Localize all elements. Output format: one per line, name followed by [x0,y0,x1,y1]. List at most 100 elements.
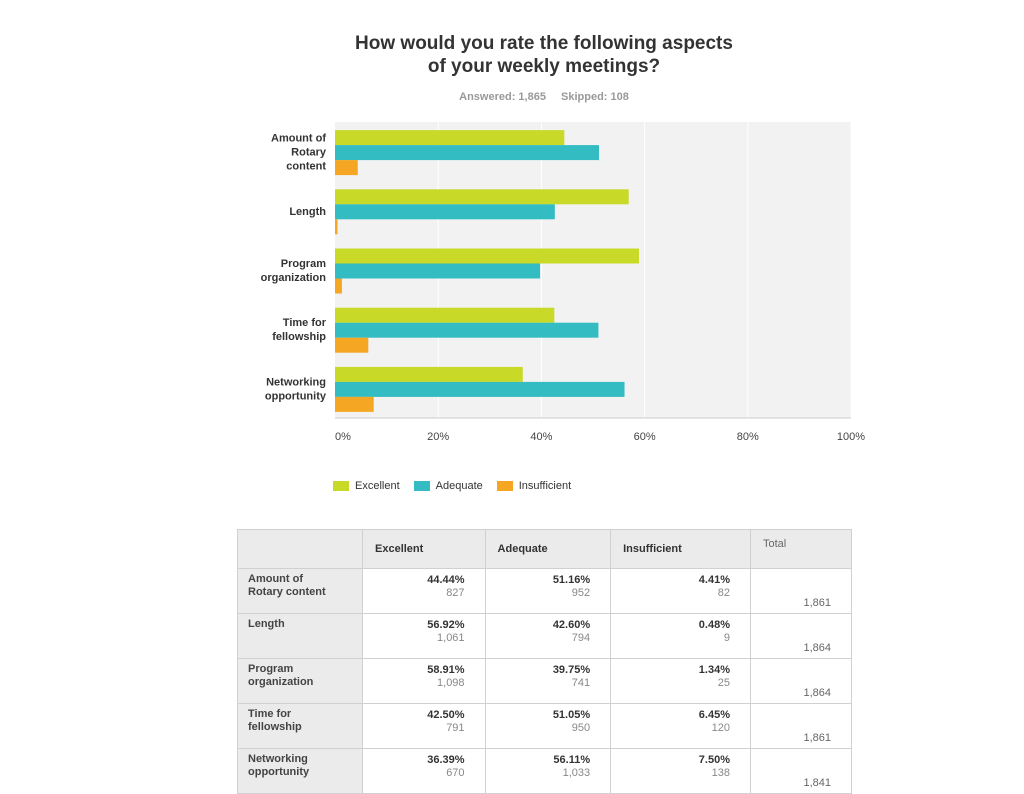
results-table: Excellent Adequate Insufficient Total Am… [237,529,852,794]
cell-count: 670 [446,767,465,779]
category-label: Networking [266,376,326,388]
bar-adequate [335,204,555,220]
table-header-blank [237,529,363,569]
table-cell: 0.48% 9 [610,613,751,659]
chart-title-line-2: of your weekly meetings? [427,56,661,77]
bar-excellent [335,130,565,146]
table-row: Length 56.92% 1,061 42.60% 794 0.48% 9 1,864 [237,613,852,659]
bar-excellent [335,248,639,264]
cell-percent: 42.50% [427,709,465,721]
category-label: Length [289,206,326,218]
table-row-label-line: Amount of [248,573,303,585]
legend-label-excellent: Excellent [355,480,400,492]
cell-percent: 58.91% [427,664,465,676]
table-cell: 51.05% 950 [484,703,612,749]
cell-count: 791 [446,722,465,734]
table-cell: 51.16% 952 [484,568,612,614]
table-cell: 6.45% 120 [610,703,751,749]
table-row-label: Time for fellowship [237,703,363,749]
table-cell-total: 1,864 [750,613,852,659]
chart-legend: Excellent Adequate Insufficient [333,480,571,492]
cell-count: 952 [571,587,591,599]
bar-insufficient [335,337,369,353]
table-header-total: Total [750,529,852,569]
cell-percent: 51.05% [552,709,591,721]
table-row: Program organization 58.91% 1,098 39.75% 741 1… [237,658,852,704]
total-value: 1,864 [803,642,831,654]
cell-count: 1,098 [437,677,465,689]
table-row: Networking opportunity 36.39% 670 56.11% 1,03… [237,748,852,794]
table-row-label: Length [237,613,363,659]
x-tick-label: 100% [837,431,865,443]
total-value: 1,841 [803,777,831,789]
response-summary: Answered: 1,865 Skipped: 108 [0,91,1024,103]
table-cell: 42.60% 794 [484,613,612,659]
category-label: Time for [283,317,327,329]
legend-label-insufficient: Insufficient [518,480,572,492]
table-row-label-line: Length [248,618,285,630]
cell-count: 25 [717,677,730,689]
category-label: Program [281,258,326,270]
table-row-label-line: Networking [248,753,308,765]
legend-label-adequate: Adequate [435,480,483,492]
chart-title-line-1: How would you rate the following aspects [355,33,733,54]
chart-title: How would you rate the following aspects… [0,32,1024,78]
table-row-label: Program organization [237,658,363,704]
category-label: Rotary [291,147,327,159]
cell-count: 950 [571,722,591,734]
cell-count: 9 [723,632,730,644]
category-label: organization [261,272,327,284]
bar-excellent [335,366,523,382]
table-row-label-line: Program [248,663,294,675]
cell-count: 827 [446,587,465,599]
bar-adequate [335,322,599,338]
cell-percent: 51.16% [552,574,591,586]
table-cell-total: 1,861 [750,703,852,749]
table-header-adequate: Adequate [484,529,612,569]
table-row: Time for fellowship 42.50% 791 51.05% 950 6.45… [237,703,852,749]
bar-adequate [335,381,625,397]
cell-percent: 6.45% [698,709,730,721]
bar-adequate [335,145,599,161]
table-header-row: Excellent Adequate Insufficient Total [237,529,852,569]
table-row: Amount of Rotary content 44.44% 827 51.16% 95… [237,568,852,614]
cell-percent: 39.75% [552,664,591,676]
cell-count: 1,061 [437,632,465,644]
category-label: content [286,161,326,173]
table-cell: 42.50% 791 [362,703,486,749]
table-header-excellent: Excellent [362,529,486,569]
bar-excellent [335,307,555,323]
table-cell: 1.34% 25 [610,658,751,704]
table-cell: 56.92% 1,061 [362,613,486,659]
bar-insufficient [335,160,358,176]
cell-count: 1,033 [562,767,591,779]
legend-swatch-insufficient [496,481,513,491]
bar-adequate [335,263,541,279]
cell-percent: 7.50% [698,754,730,766]
table-cell: 56.11% 1,033 [484,748,612,794]
x-tick-label: 0% [335,431,351,443]
table-cell-total: 1,841 [750,748,852,794]
category-label: fellowship [272,331,326,343]
table-cell: 7.50% 138 [610,748,751,794]
x-tick-label: 20% [427,431,449,443]
table-row-label-line: fellowship [248,721,302,733]
table-cell: 58.91% 1,098 [362,658,486,704]
table-cell: 4.41% 82 [610,568,751,614]
cell-percent: 1.34% [698,664,730,676]
cell-percent: 56.92% [427,619,465,631]
x-tick-label: 80% [737,431,759,443]
legend-swatch-excellent [333,481,349,491]
cell-count: 120 [711,722,730,734]
table-row-label: Amount of Rotary content [237,568,363,614]
legend-item-excellent: Excellent [333,480,400,492]
category-label: opportunity [265,390,327,402]
x-tick-label: 40% [530,431,552,443]
table-header-insufficient: Insufficient [610,529,751,569]
table-cell-total: 1,861 [750,568,852,614]
cell-percent: 42.60% [552,619,591,631]
table-cell: 36.39% 670 [362,748,486,794]
legend-item-insufficient: Insufficient [496,480,572,492]
cell-percent: 56.11% [553,754,591,766]
table-row-label-line: Time for [248,708,292,720]
